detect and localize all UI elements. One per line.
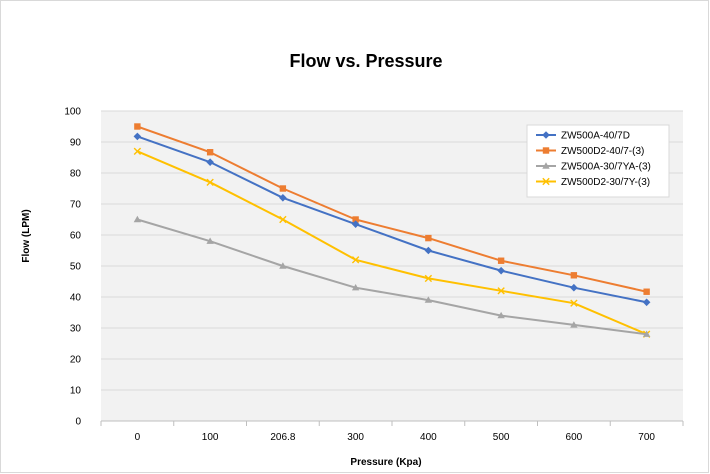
legend-item: ZW500D2-40/7-(3): [536, 146, 644, 157]
series-1: [133, 132, 651, 307]
legend-swatch-marker: [542, 162, 550, 169]
y-tick-label: 30: [70, 324, 82, 335]
legend-label: ZW500D2-40/7-(3): [561, 146, 644, 157]
data-point: [570, 272, 578, 279]
data-point: [497, 257, 505, 264]
x-tick-label: 206.8: [270, 432, 295, 443]
data-point: [279, 185, 287, 192]
data-point: [352, 216, 359, 223]
data-point: [279, 194, 287, 202]
series-3: [133, 215, 651, 337]
data-point: [351, 256, 360, 264]
x-tick-label: 400: [420, 432, 437, 443]
data-point: [642, 298, 651, 307]
data-point: [424, 296, 433, 303]
x-marker-stroke: [424, 274, 433, 283]
legend-swatch-marker: [542, 131, 550, 139]
legend-label: ZW500D2-30/7Y-(3): [561, 177, 650, 188]
x-axis-title: Pressure (Kpa): [350, 457, 421, 468]
x-tick-label: 500: [493, 432, 510, 443]
data-point: [497, 266, 505, 275]
data-point: [497, 311, 505, 319]
data-point: [134, 123, 141, 130]
x-marker-stroke: [133, 147, 142, 155]
legend-label: ZW500A-40/7D: [561, 131, 630, 142]
y-tick-label: 90: [70, 138, 82, 149]
data-point: [570, 299, 578, 307]
x-marker-stroke: [279, 215, 287, 224]
x-tick-label: 700: [638, 432, 655, 443]
x-tick-label: 300: [347, 432, 364, 443]
data-point: [570, 283, 578, 292]
series-line: [137, 218, 647, 336]
y-tick-label: 10: [70, 386, 82, 397]
y-tick-label: 70: [70, 200, 82, 211]
x-marker-stroke: [570, 299, 578, 307]
series-2: [134, 123, 650, 295]
data-point: [279, 215, 287, 224]
y-tick-label: 0: [75, 417, 81, 428]
x-tick-label: 100: [202, 432, 219, 443]
x-tick-label: 600: [566, 432, 583, 443]
legend-swatch-marker: [542, 147, 550, 154]
data-point: [206, 237, 214, 244]
data-point: [206, 158, 214, 166]
data-point: [497, 287, 505, 295]
legend-item: ZW500A-30/7YA-(3): [536, 162, 651, 173]
x-tick-label: 0: [135, 432, 141, 443]
series-line: [137, 135, 647, 304]
y-tick-label: 50: [70, 262, 82, 273]
legend-item: ZW500D2-30/7Y-(3): [536, 177, 650, 188]
chart-title: Flow vs. Pressure: [289, 51, 442, 71]
data-point: [133, 147, 142, 155]
data-point: [642, 330, 651, 337]
x-marker-stroke: [206, 178, 214, 186]
x-marker-stroke: [497, 287, 505, 295]
y-axis-title: Flow (LPM): [21, 209, 32, 262]
series-line: [136, 150, 648, 336]
data-point: [424, 246, 433, 255]
x-marker-stroke: [351, 256, 360, 264]
data-point: [206, 178, 214, 186]
y-tick-label: 80: [70, 169, 82, 180]
legend-label: ZW500A-30/7YA-(3): [561, 162, 651, 173]
data-point: [133, 132, 142, 141]
y-tick-label: 20: [70, 355, 82, 366]
data-point: [570, 321, 578, 328]
series-line: [137, 125, 647, 293]
data-point: [424, 274, 433, 283]
y-tick-label: 60: [70, 231, 82, 242]
legend-item: ZW500A-40/7D: [536, 131, 630, 142]
data-point: [351, 220, 360, 228]
data-point: [279, 262, 287, 269]
data-point: [206, 149, 214, 156]
legend-box: [526, 124, 670, 198]
legend: ZW500A-40/7D ZW500D2-40/7-(3) ZW500A-30/7Y…: [526, 124, 670, 198]
data-point: [643, 288, 650, 295]
y-tick-label: 100: [64, 107, 81, 118]
data-point: [351, 284, 360, 291]
x-marker-stroke: [542, 177, 550, 186]
legend-swatch-marker: [542, 177, 550, 186]
data-point: [425, 234, 432, 242]
data-point: [133, 215, 142, 223]
y-tick-label: 40: [70, 293, 82, 304]
